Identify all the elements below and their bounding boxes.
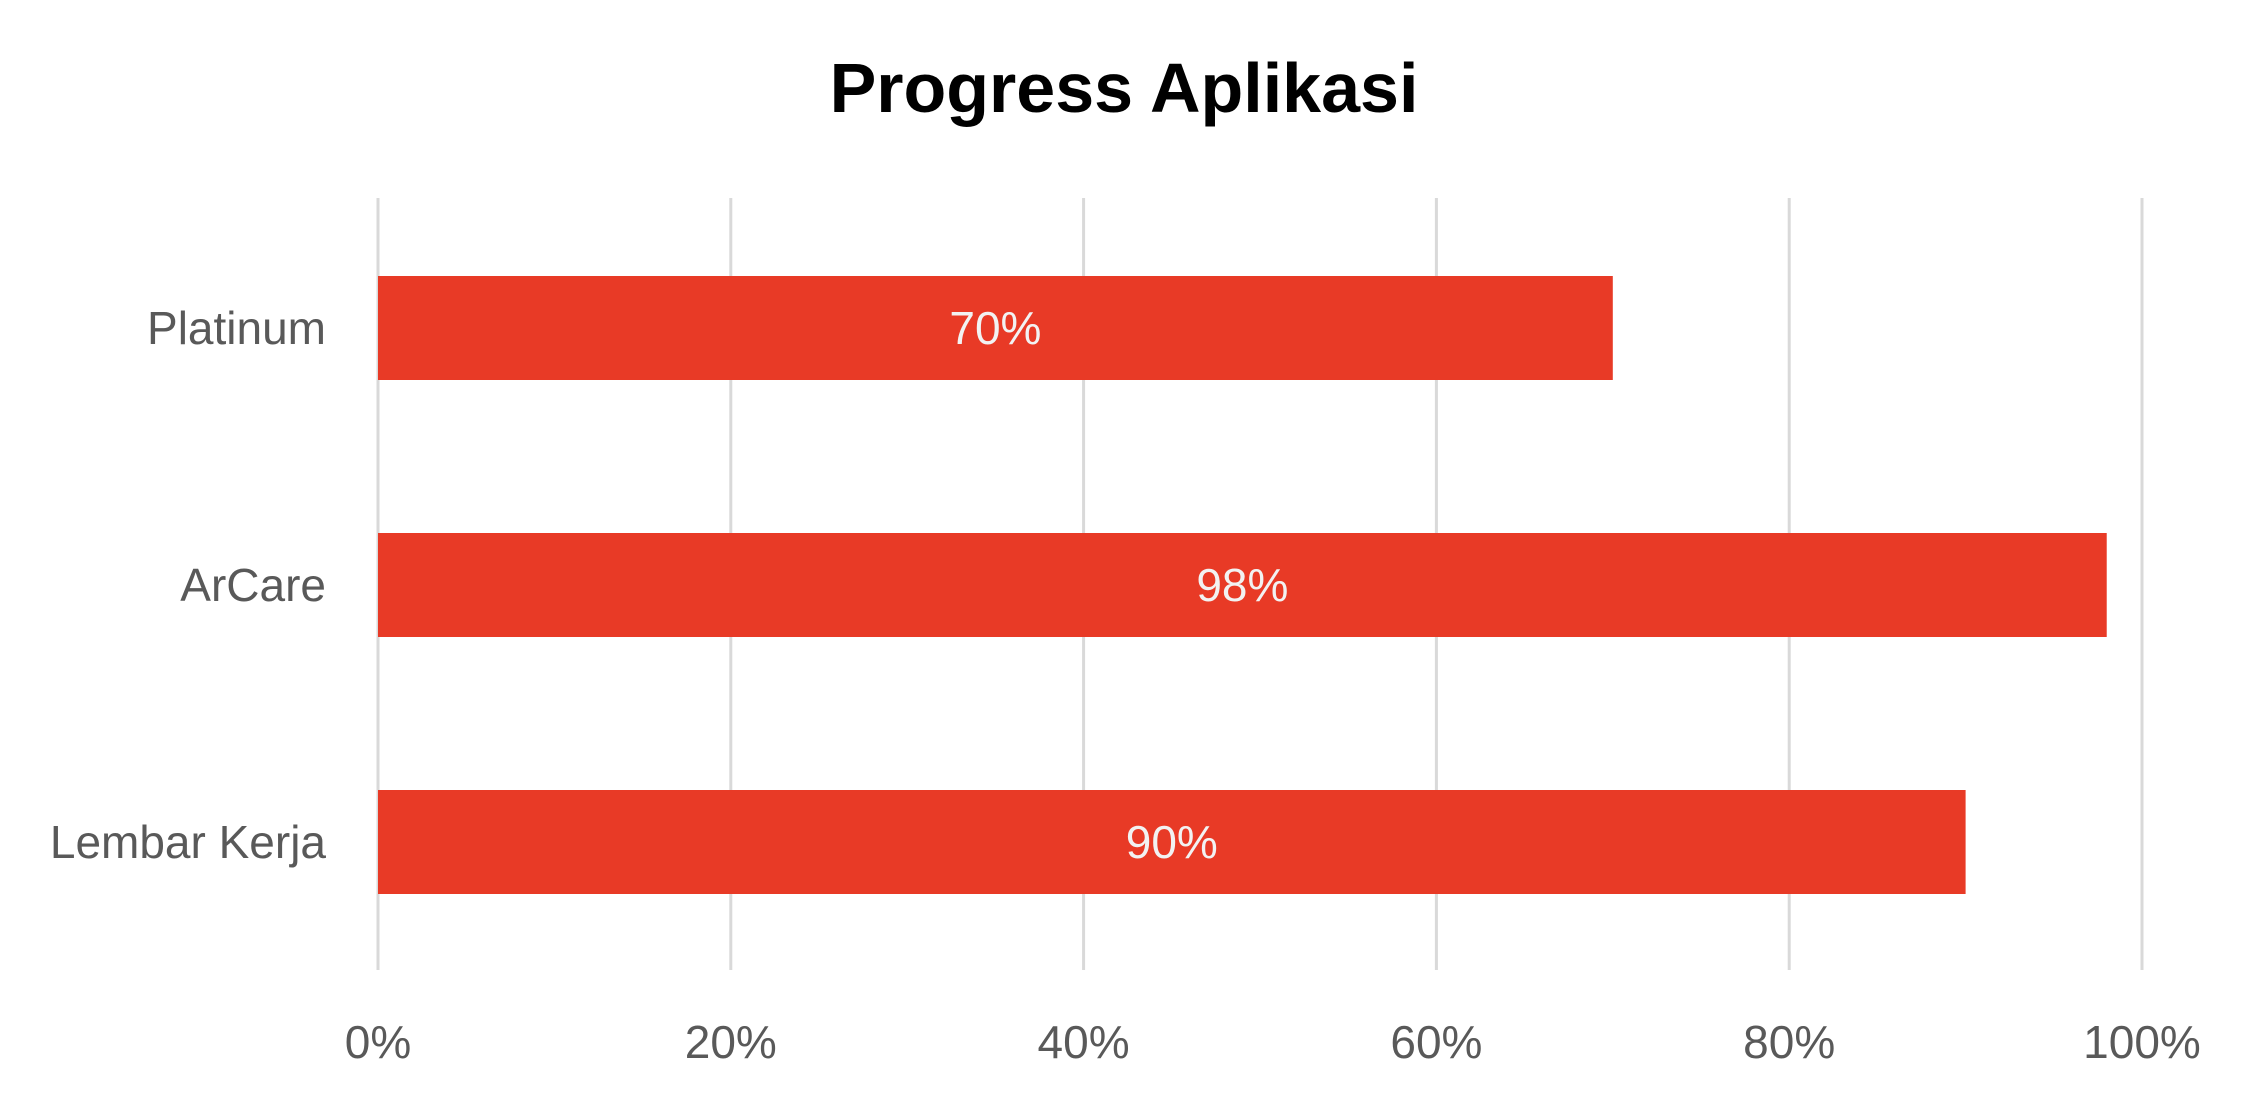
x-tick-label: 40% (1038, 1016, 1130, 1068)
bar (378, 790, 1966, 894)
x-axis-tick-labels: 0% 20% 40% 60% 80% 100% (345, 1016, 2201, 1068)
category-label: Lembar Kerja (50, 816, 327, 868)
x-tick-label: 60% (1390, 1016, 1482, 1068)
bar (378, 276, 1613, 380)
bar (378, 533, 2107, 637)
x-tick-label: 80% (1743, 1016, 1835, 1068)
bars: 70% 98% 90% (378, 276, 2107, 894)
bar-data-label: 70% (949, 302, 1041, 354)
chart-title: Progress Aplikasi (830, 49, 1419, 127)
category-labels: Platinum ArCare Lembar Kerja (50, 302, 327, 868)
category-label: Platinum (147, 302, 326, 354)
bar-data-label: 90% (1126, 816, 1218, 868)
category-label: ArCare (180, 559, 326, 611)
x-tick-label: 20% (685, 1016, 777, 1068)
bar-data-label: 98% (1196, 559, 1288, 611)
x-tick-label: 0% (345, 1016, 411, 1068)
x-tick-label: 100% (2083, 1016, 2201, 1068)
